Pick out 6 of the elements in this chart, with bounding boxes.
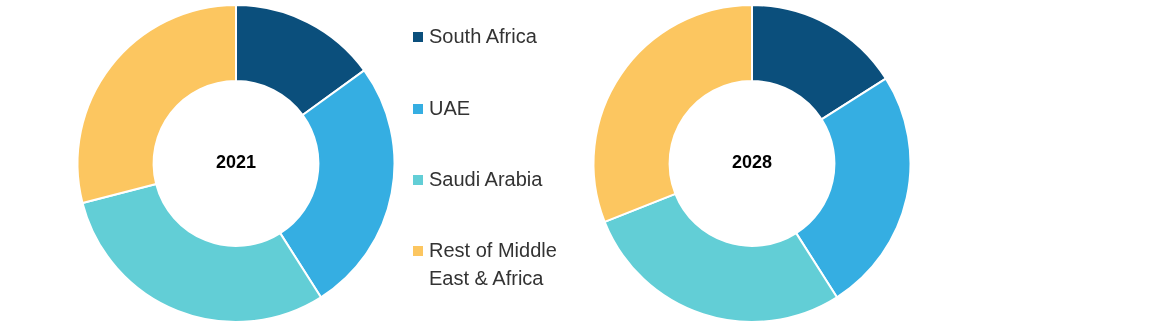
slice-label: 2021 — [215, 152, 257, 173]
legend-label: Saudi Arabia — [429, 167, 543, 192]
legend-label: UAE — [429, 96, 471, 121]
slice-label: 2028 — [731, 152, 773, 173]
legend-label: South Africa — [429, 24, 537, 49]
legend-label: Rest of Middle East & Africa — [429, 238, 558, 291]
